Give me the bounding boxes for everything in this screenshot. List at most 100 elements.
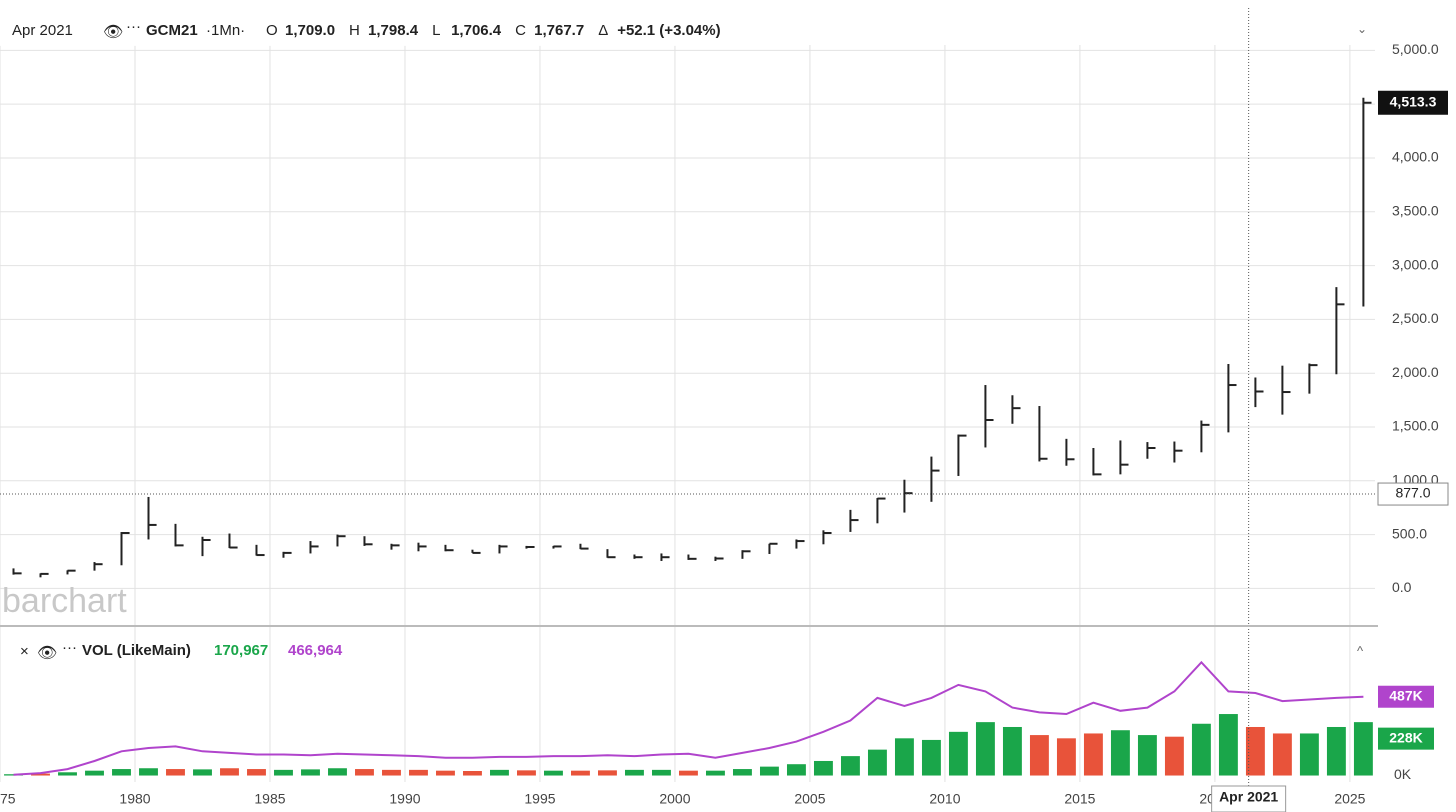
volume-bar	[436, 770, 455, 776]
volume-bar	[840, 756, 860, 776]
volume-bar	[975, 722, 995, 776]
volume-bar	[759, 766, 779, 776]
y-tick-label: 5,000.0	[1392, 41, 1439, 57]
volume-bar	[732, 769, 752, 776]
volume-bar	[544, 770, 563, 776]
volume-bar	[786, 764, 806, 776]
volume-bar	[813, 760, 833, 776]
collapse-button[interactable]: ⌄	[1357, 22, 1367, 36]
volume-bar	[1218, 714, 1238, 776]
value-tag-label: 228K	[1389, 729, 1422, 745]
volume-bar	[598, 770, 617, 776]
close-button[interactable]: ×	[20, 643, 29, 660]
volume-bar	[517, 770, 536, 776]
x-tick-label: 1975	[0, 791, 16, 807]
volume-bar	[1353, 722, 1373, 776]
x-tick-label: 1980	[119, 791, 150, 807]
volume-bar	[355, 769, 374, 776]
value-tag	[1378, 727, 1434, 750]
menu-dots[interactable]: ···	[126, 18, 141, 35]
y-tick-label: 2,500.0	[1392, 310, 1439, 326]
volume-bar	[1083, 733, 1103, 776]
x-tick-label: 2015	[1064, 791, 1095, 807]
volume-bar	[1326, 726, 1346, 776]
legend-value: 1,798.4	[368, 22, 419, 39]
eye-icon[interactable]: 👁	[103, 24, 123, 41]
volume-bar	[58, 772, 77, 776]
volume-bar	[220, 768, 239, 776]
legend-key: H	[349, 22, 360, 39]
volume-bar	[867, 749, 887, 776]
legend-value: +52.1 (+3.04%)	[617, 22, 720, 39]
x-tick-label: 2000	[659, 791, 690, 807]
reference-tag	[1377, 482, 1449, 506]
volume-bar	[1245, 726, 1265, 776]
average-line	[13, 660, 1364, 776]
last-price-tag	[1378, 90, 1448, 115]
menu-dots[interactable]: ···	[62, 639, 77, 656]
x-tick-label: 2025	[1334, 791, 1365, 807]
volume-bar	[948, 731, 968, 776]
y-tick-label: 0K	[1394, 766, 1412, 782]
crosshair-tag	[1211, 785, 1287, 812]
volume-bar	[166, 769, 185, 776]
symbol: GCM21	[146, 22, 198, 39]
y-tick-label: 4,000.0	[1392, 149, 1439, 165]
volume-bar	[1029, 735, 1049, 776]
date: Apr 2021	[12, 22, 73, 39]
volume-bar	[301, 769, 320, 776]
x-tick-label: 2010	[929, 791, 960, 807]
volume-bar	[705, 770, 725, 776]
value-tag-label: 487K	[1389, 687, 1422, 703]
interval: ·1Mn·	[206, 22, 245, 39]
volume-bar	[247, 769, 266, 776]
volume-bar	[490, 769, 509, 776]
volume-bar	[274, 769, 293, 776]
reference-label: 877.0	[1395, 485, 1430, 501]
legend-key: Δ	[598, 22, 608, 39]
watermark: barchart	[2, 582, 127, 620]
volume-bar	[382, 769, 401, 776]
volume-bar	[1002, 726, 1022, 776]
volume-legend: 170,967	[214, 642, 268, 659]
volume-bar	[85, 770, 104, 776]
x-tick-label: 2005	[794, 791, 825, 807]
x-tick-label: 1990	[389, 791, 420, 807]
marks	[0, 8, 1375, 786]
volume-bar	[571, 770, 590, 776]
volume-bar	[678, 770, 698, 776]
grid	[0, 45, 1375, 782]
volume-bar	[409, 769, 428, 776]
legend-value: 1,767.7	[534, 22, 584, 39]
volume-bar	[1299, 733, 1319, 776]
volume-bar	[625, 769, 644, 776]
x-tick-label: 1995	[524, 791, 555, 807]
ohlc-legend: O 1,709.0 H 1,798.4 L 1,706.4 C 1,767.7 Δ +52.1 (…	[266, 22, 721, 39]
legend-value: 1,709.0	[285, 22, 335, 39]
volume-bar	[921, 739, 941, 776]
volume-bar	[1272, 733, 1292, 776]
volume-bar	[894, 738, 914, 776]
volume-bar	[112, 769, 131, 776]
average-legend: 466,964	[288, 642, 343, 659]
header-bg	[0, 14, 780, 46]
volume-bar	[1164, 736, 1184, 776]
volume-bar	[1137, 735, 1157, 776]
y-tick-label: 0.0	[1392, 579, 1412, 595]
expand-button[interactable]: ^	[1357, 643, 1364, 658]
y-tick-label: 500.0	[1392, 525, 1427, 541]
crosshair-label: Apr 2021	[1219, 789, 1278, 805]
legend-key: C	[515, 22, 526, 39]
volume-bar	[1191, 723, 1211, 776]
x-tick-label: 1985	[254, 791, 285, 807]
legend-key: L	[432, 22, 440, 39]
volume-title: VOL (LikeMain)	[82, 642, 191, 659]
volume-bar	[1110, 730, 1130, 776]
volume-bar	[139, 768, 158, 776]
eye-icon[interactable]: 👁	[37, 645, 57, 662]
y-tick-label: 3,500.0	[1392, 202, 1439, 218]
value-tag	[1378, 685, 1434, 708]
legend-value: 1,706.4	[451, 22, 502, 39]
